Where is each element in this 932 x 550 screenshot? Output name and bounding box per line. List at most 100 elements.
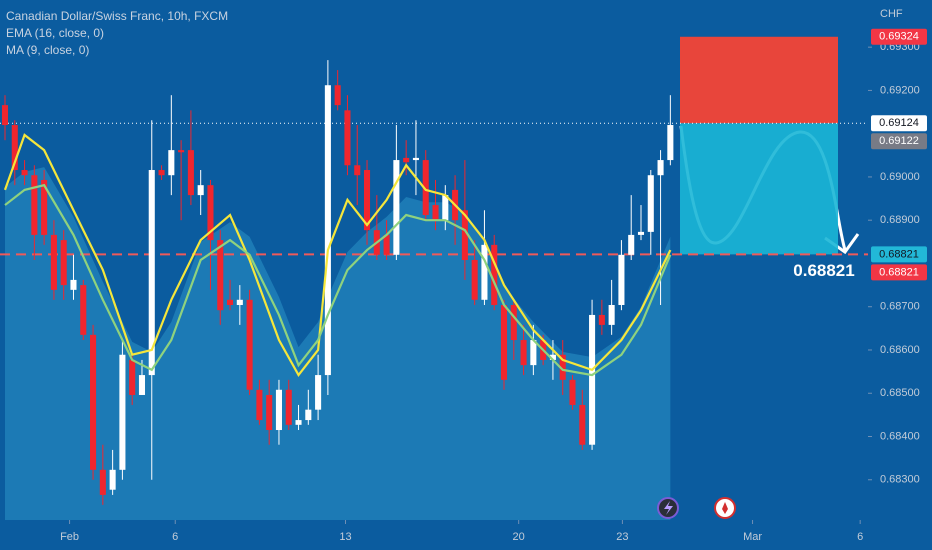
candle-body (138, 375, 146, 395)
y-tick-label: 0.68600 (880, 344, 920, 356)
candle-body (21, 170, 28, 176)
candle-body (70, 279, 77, 290)
candle-body (158, 170, 165, 176)
candle-body (1, 105, 9, 126)
candle-body (324, 85, 331, 376)
y-tick-label: 0.68300 (880, 474, 920, 486)
candle-body (628, 234, 635, 255)
candle-body (589, 314, 596, 445)
candle-body (275, 389, 282, 431)
candle-body (549, 354, 556, 360)
price-label-box (871, 28, 927, 45)
x-tick-label: Mar (743, 531, 762, 543)
candle-body (256, 389, 263, 421)
price-label: 0.69124 (879, 117, 919, 129)
candle-body (285, 389, 292, 425)
candle-body (471, 260, 478, 300)
candle-body (403, 157, 410, 163)
currency-label: CHF (880, 8, 903, 20)
lightning-glyph (664, 501, 673, 515)
candle-body (99, 469, 106, 495)
candle-body (530, 340, 537, 366)
indicator-label: EMA (16, close, 0) (6, 26, 104, 40)
candle-body (41, 179, 48, 235)
candle-body (168, 150, 175, 176)
candle-body (383, 234, 390, 255)
candle-body (129, 359, 136, 395)
stop-zone (680, 36, 838, 124)
candle-body (461, 210, 468, 260)
y-tick-label: 0.68900 (880, 214, 920, 226)
candle-body (60, 240, 67, 286)
y-tick-label: 0.69000 (880, 171, 920, 183)
candle-body (178, 150, 185, 153)
candle-body (500, 304, 508, 380)
candle-body (608, 304, 615, 325)
candle-body (432, 205, 439, 221)
candle-body (637, 231, 645, 235)
candle-body (50, 234, 57, 290)
candle-body (393, 160, 400, 255)
candle-body (109, 469, 116, 490)
candle-body (31, 175, 38, 235)
candle-body (80, 285, 87, 335)
price-label-box (871, 246, 927, 263)
candle-body (227, 299, 234, 305)
candle-body (236, 299, 243, 305)
candle-body (334, 85, 341, 106)
candle-body (305, 409, 312, 421)
candle-body (412, 157, 419, 161)
candle-body (187, 150, 194, 196)
candle-body (197, 185, 204, 196)
flag-glyph (722, 502, 728, 514)
candle-body (657, 160, 664, 176)
x-tick-label: Feb (60, 531, 79, 543)
price-label: 0.69324 (879, 31, 919, 43)
candle-body (667, 125, 674, 161)
x-tick-label: 23 (616, 531, 628, 543)
candle-body (363, 170, 371, 231)
candle-body (246, 299, 253, 390)
candle-body (491, 244, 498, 305)
candle-body (510, 304, 517, 341)
x-tick-label: 6 (857, 531, 863, 543)
candle-body (559, 354, 566, 380)
candle-body (442, 195, 449, 221)
price-label-box (871, 115, 927, 132)
price-label-box (871, 133, 927, 150)
candle-body (90, 334, 97, 470)
candle-body (344, 110, 351, 166)
candle-body (569, 379, 576, 405)
candle-body (11, 125, 18, 171)
candle-body (315, 375, 322, 410)
x-tick-label: 20 (513, 531, 525, 543)
candle-body (481, 244, 488, 300)
candle-body (422, 160, 429, 216)
candle-body (618, 254, 625, 305)
candle-body (354, 165, 361, 176)
candle-body (217, 240, 224, 311)
target-zone (680, 123, 838, 255)
band-area (4, 167, 671, 520)
indicator-line (4, 183, 672, 377)
y-tick-label: 0.68400 (880, 430, 920, 442)
candle-body (119, 354, 126, 470)
y-tick-label: 0.68700 (880, 301, 920, 313)
candle-body (520, 340, 527, 366)
price-label-box (871, 264, 927, 281)
x-tick-label: 6 (172, 531, 178, 543)
plot-area (4, 167, 671, 520)
candle-body (207, 185, 214, 241)
target-text: 0.68821 (793, 261, 854, 280)
candle-body (647, 175, 654, 232)
candle-body (579, 404, 586, 445)
price-label: 0.69122 (879, 135, 919, 147)
indicator-label: MA (9, close, 0) (6, 43, 89, 57)
y-tick-label: 0.69200 (880, 84, 920, 96)
y-tick-label: 0.68500 (880, 387, 920, 399)
price-label: 0.68821 (879, 266, 919, 278)
chart-title: Canadian Dollar/Swiss Franc, 10h, FXCM (6, 9, 228, 23)
candle-body (295, 420, 302, 425)
price-label: 0.68821 (879, 248, 919, 260)
